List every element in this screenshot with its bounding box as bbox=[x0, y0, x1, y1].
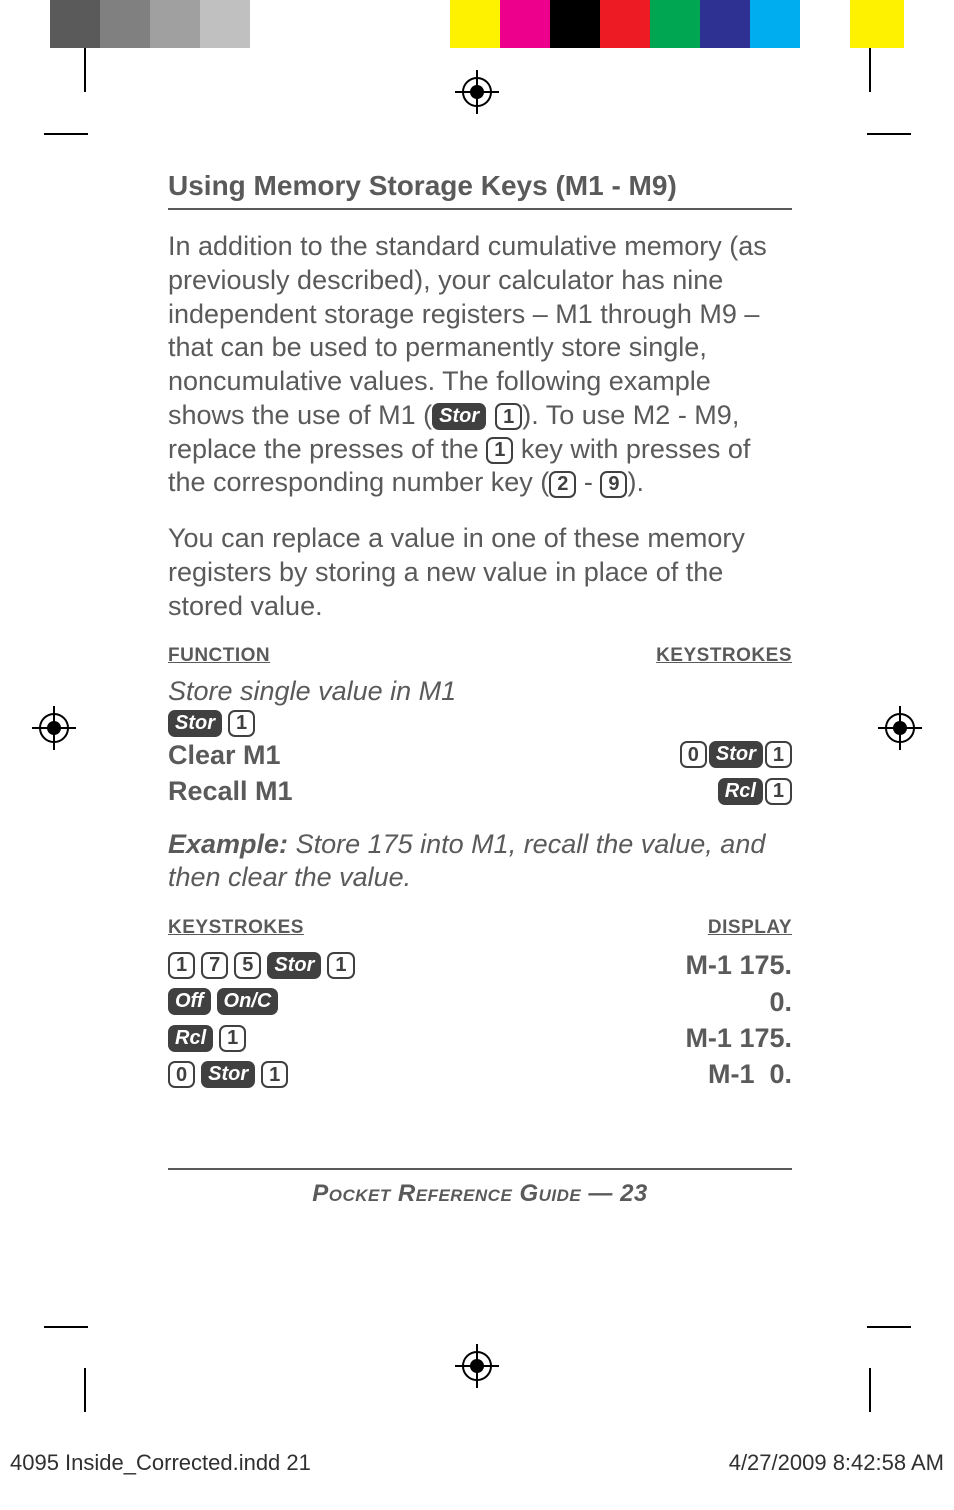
registration-mark-icon bbox=[32, 706, 76, 750]
display-value: M-1 0. bbox=[708, 1056, 792, 1092]
para-text: ). bbox=[627, 467, 644, 497]
replace-paragraph: You can replace a value in one of these … bbox=[168, 522, 792, 623]
one-key-icon: 1 bbox=[486, 437, 513, 464]
crop-mark bbox=[869, 48, 871, 92]
one-key-icon: 1 bbox=[219, 1025, 246, 1052]
crop-mark bbox=[44, 1326, 88, 1328]
registration-mark-icon bbox=[878, 706, 922, 750]
display-value: M-1 175. bbox=[685, 1020, 792, 1056]
crop-mark bbox=[84, 1368, 86, 1412]
one-key-icon: 1 bbox=[327, 952, 354, 979]
off-key-icon: Off bbox=[168, 988, 211, 1015]
crop-mark bbox=[869, 1368, 871, 1412]
footer-rule bbox=[168, 1168, 792, 1170]
rcl-key-icon: Rcl bbox=[718, 778, 763, 805]
registration-mark-icon bbox=[455, 1344, 499, 1388]
doc-filename: 4095 Inside_Corrected.indd 21 bbox=[10, 1450, 311, 1476]
recall-label: Recall M1 bbox=[168, 773, 293, 809]
clear-label: Clear M1 bbox=[168, 737, 281, 773]
header-keystrokes: KEYSTROKES bbox=[168, 917, 304, 939]
stor-key-icon: Stor bbox=[168, 710, 222, 737]
zero-key-icon: 0 bbox=[168, 1061, 195, 1088]
document-info: 4095 Inside_Corrected.indd 21 4/27/2009 … bbox=[0, 1450, 954, 1476]
zero-key-icon: 0 bbox=[680, 741, 707, 768]
display-value: M-1 175. bbox=[685, 947, 792, 983]
crop-mark bbox=[867, 133, 911, 135]
table-row: 0 Stor 1 M-1 0. bbox=[168, 1056, 792, 1092]
crop-mark bbox=[867, 1326, 911, 1328]
crop-mark bbox=[84, 48, 86, 92]
table-row: 1 7 5 Stor 1 M-1 175. bbox=[168, 947, 792, 983]
example-table-header: KEYSTROKES DISPLAY bbox=[168, 917, 792, 939]
one-key-icon: 1 bbox=[765, 778, 792, 805]
header-function: FUNCTION bbox=[168, 645, 270, 667]
stor-key-icon: Stor bbox=[709, 741, 763, 768]
function-table-header: FUNCTION KEYSTROKES bbox=[168, 645, 792, 667]
section-heading: Using Memory Storage Keys (M1 - M9) bbox=[168, 170, 792, 210]
stor-key-icon: Stor bbox=[432, 403, 486, 430]
color-calibration-bar bbox=[0, 0, 954, 48]
one-key-icon: 1 bbox=[765, 741, 792, 768]
example-label: Example: bbox=[168, 829, 288, 859]
two-key-icon: 2 bbox=[549, 471, 576, 498]
stor-key-icon: Stor bbox=[267, 952, 321, 979]
doc-timestamp: 4/27/2009 8:42:58 AM bbox=[729, 1450, 944, 1476]
table-row: Store single value in M1 bbox=[168, 673, 792, 709]
header-display: DISPLAY bbox=[708, 917, 792, 939]
header-keystrokes: KEYSTROKES bbox=[656, 645, 792, 667]
table-row: Rcl 1 M-1 175. bbox=[168, 1020, 792, 1056]
rcl-key-icon: Rcl bbox=[168, 1025, 213, 1052]
footer-text: Pocket Reference Guide — 23 bbox=[168, 1180, 792, 1208]
five-key-icon: 5 bbox=[234, 952, 261, 979]
table-row: Off On/C 0. bbox=[168, 984, 792, 1020]
stor-key-icon: Stor bbox=[201, 1061, 255, 1088]
table-row: Clear M1 0 Stor 1 bbox=[168, 737, 792, 773]
seven-key-icon: 7 bbox=[201, 952, 228, 979]
crop-mark bbox=[44, 133, 88, 135]
store-label: Store single value in M1 bbox=[168, 673, 456, 709]
one-key-icon: 1 bbox=[261, 1061, 288, 1088]
one-key-icon: 1 bbox=[495, 403, 522, 430]
one-key-icon: 1 bbox=[168, 952, 195, 979]
onc-key-icon: On/C bbox=[217, 988, 279, 1015]
table-row: Stor 1 bbox=[168, 710, 792, 737]
example-paragraph: Example: Store 175 into M1, recall the v… bbox=[168, 828, 792, 896]
table-row: Recall M1 Rcl 1 bbox=[168, 773, 792, 809]
intro-paragraph: In addition to the standard cumulative m… bbox=[168, 230, 792, 500]
registration-mark-icon bbox=[455, 70, 499, 114]
nine-key-icon: 9 bbox=[600, 471, 627, 498]
display-value: 0. bbox=[769, 984, 792, 1020]
one-key-icon: 1 bbox=[228, 710, 255, 737]
para-text: - bbox=[576, 467, 600, 497]
